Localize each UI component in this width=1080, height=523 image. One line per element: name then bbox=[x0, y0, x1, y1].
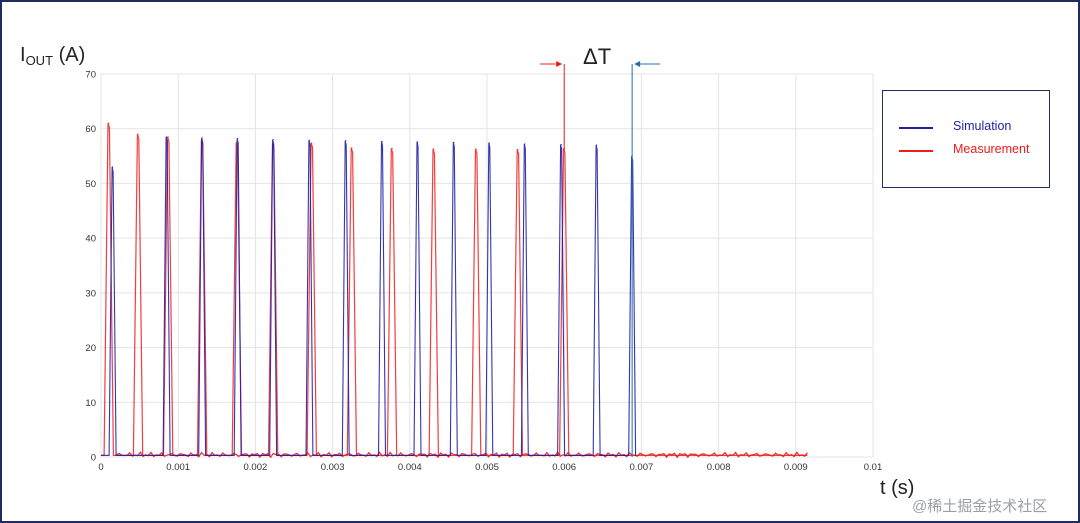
simulation-line bbox=[100, 136, 637, 456]
legend-label-simulation: Simulation bbox=[953, 119, 1012, 133]
y-tick-label: 60 bbox=[85, 124, 96, 135]
measurement-peak-point bbox=[391, 147, 393, 150]
legend-swatch-measurement bbox=[899, 150, 933, 152]
measurement-peak-point bbox=[311, 142, 313, 144]
y-axis-label: IOUT (A) bbox=[20, 44, 86, 68]
watermark: @稀土掘金技术社区 bbox=[912, 498, 1048, 515]
y-tick-label: 20 bbox=[85, 343, 96, 354]
measurement-peak-point bbox=[433, 148, 435, 150]
x-axis-label: t (s) bbox=[880, 477, 915, 499]
x-tick-label: 0.004 bbox=[398, 462, 422, 473]
y-tick-label: 30 bbox=[85, 288, 96, 299]
measurement-peak-point bbox=[517, 148, 519, 151]
y-tick-label: 0 bbox=[91, 453, 96, 464]
simulation-peak-point bbox=[201, 137, 203, 139]
measurement-peak-point bbox=[137, 133, 139, 135]
simulation-peak-point bbox=[416, 141, 419, 143]
legend-entry-measurement: Measurement bbox=[899, 142, 1049, 158]
simulation-peak-point bbox=[308, 139, 311, 141]
delta-t-arrowhead-left bbox=[556, 61, 563, 67]
x-tick-label: 0.007 bbox=[630, 462, 654, 473]
x-tick-label: 0.005 bbox=[475, 462, 499, 473]
delta-t-arrowhead-right bbox=[634, 61, 641, 67]
measurement-peak-point bbox=[351, 147, 353, 149]
x-tick-label: 0.009 bbox=[784, 462, 808, 473]
legend-swatch-simulation bbox=[899, 127, 933, 129]
x-tick-label: 0.006 bbox=[552, 462, 576, 473]
y-tick-label: 10 bbox=[85, 398, 96, 409]
measurement-peak-point bbox=[236, 141, 238, 143]
simulation-peak-point bbox=[237, 137, 239, 140]
measurement-peak-point bbox=[108, 122, 110, 124]
x-tick-label: 0.008 bbox=[707, 462, 731, 473]
delta-t-annotation: ΔT bbox=[583, 44, 612, 69]
simulation-peak-point bbox=[111, 166, 114, 168]
measurement-peak-point bbox=[272, 142, 274, 144]
simulation-peak-point bbox=[166, 136, 168, 138]
simulation-peak-point bbox=[381, 140, 383, 142]
simulation-peak-point bbox=[272, 139, 274, 141]
y-tick-label: 40 bbox=[85, 234, 96, 245]
legend: Simulation Measurement bbox=[882, 90, 1050, 188]
simulation-peak-point bbox=[488, 142, 490, 144]
legend-entry-simulation: Simulation bbox=[899, 119, 1049, 135]
measurement-peak-point bbox=[167, 136, 169, 138]
x-tick-label: 0.01 bbox=[864, 462, 883, 473]
measurement-peak-point bbox=[475, 148, 477, 150]
x-tick-label: 0.003 bbox=[321, 462, 345, 473]
x-tick-label: 0 bbox=[98, 462, 103, 473]
simulation-peak-point bbox=[560, 143, 562, 146]
simulation-peak-point bbox=[453, 141, 455, 143]
legend-item-simulation bbox=[899, 209, 1049, 225]
y-tick-label: 70 bbox=[85, 70, 96, 81]
measurement-peak-point bbox=[201, 139, 203, 141]
y-tick-label: 50 bbox=[85, 179, 96, 190]
legend-label-measurement: Measurement bbox=[953, 142, 1030, 156]
simulation-peak-point bbox=[345, 140, 347, 142]
x-tick-label: 0.002 bbox=[244, 462, 268, 473]
simulation-peak-point bbox=[596, 144, 598, 146]
simulation-peak-point bbox=[524, 143, 526, 145]
x-tick-label: 0.001 bbox=[166, 462, 190, 473]
